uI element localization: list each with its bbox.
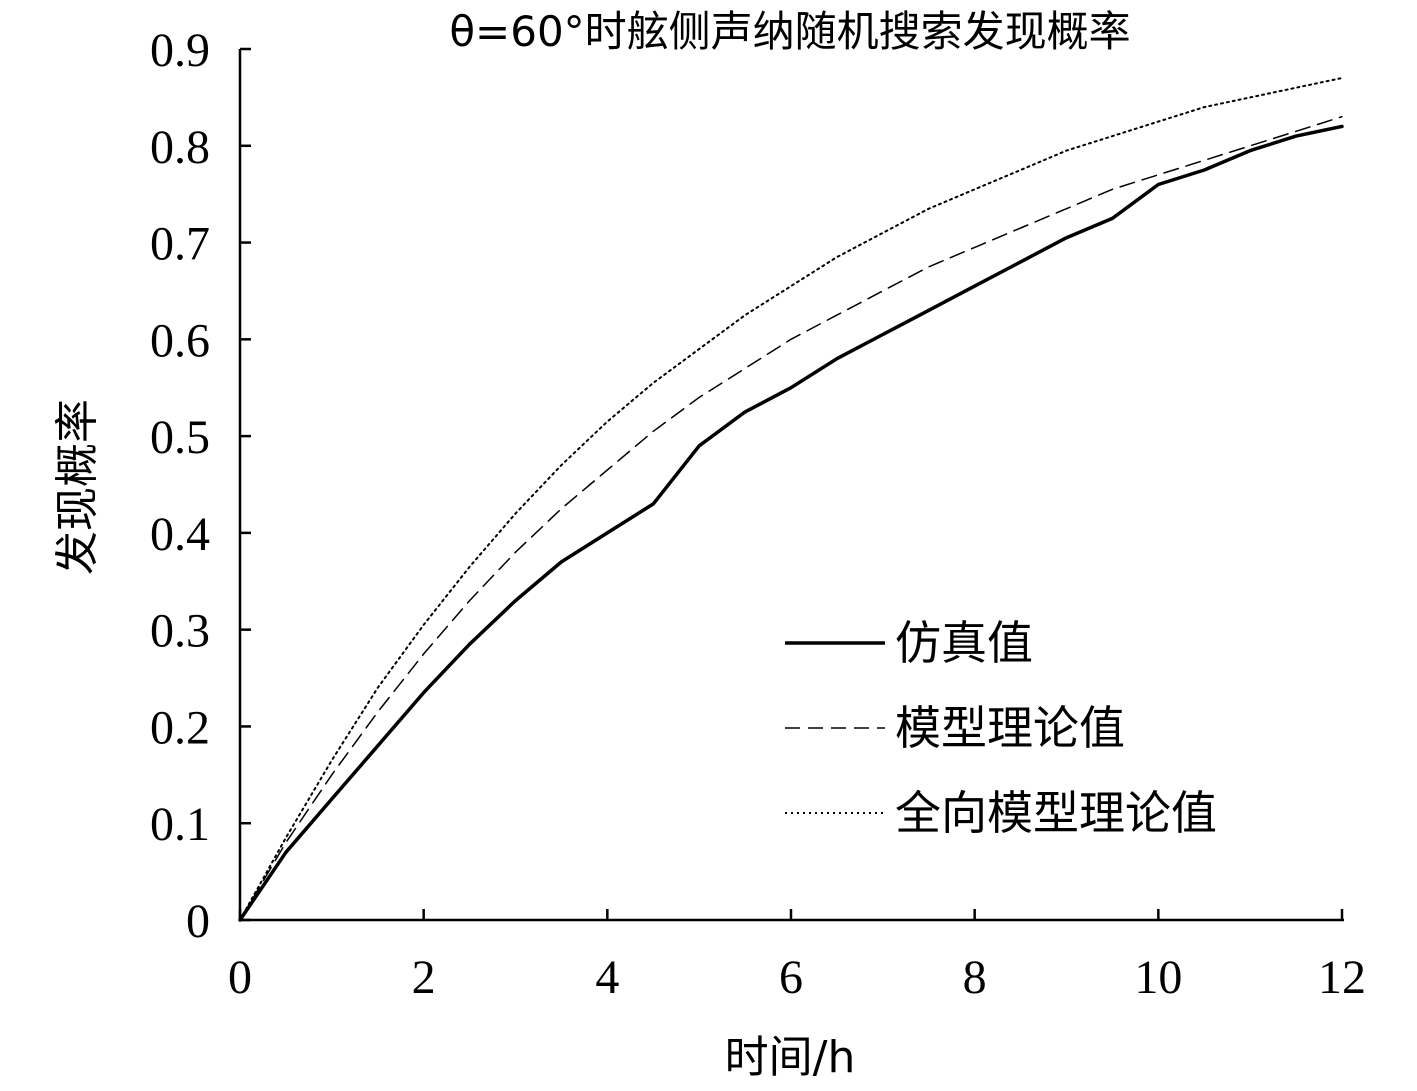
x-tick-label: 8: [963, 951, 987, 1004]
legend-label-1: 仿真值: [895, 616, 1033, 670]
series-line-3: [239, 77, 1343, 921]
x-axis-title: 时间/h: [725, 1032, 856, 1083]
y-tick-label: 0.3: [150, 605, 210, 658]
x-axis-ticks: 0 2 4 6 8 10 12: [228, 909, 1366, 1004]
series-line-2: [239, 115, 1343, 921]
y-tick-label: 0.8: [150, 121, 210, 174]
y-tick-label: 0.5: [150, 411, 210, 464]
y-tick-label: 0.7: [150, 218, 210, 271]
x-tick-label: 4: [595, 951, 619, 1004]
y-tick-label: 0.2: [150, 701, 210, 754]
x-tick-label: 2: [412, 951, 436, 1004]
x-tick-label: 10: [1134, 951, 1182, 1004]
legend-label-3: 全向模型理论值: [895, 786, 1217, 840]
series-lines: [238, 77, 1344, 922]
y-axis-ticks: 0 0.1 0.2 0.3 0.4 0.5 0.6 0.7 0.8 0.9: [150, 24, 251, 948]
y-axis-title: 发现概率: [52, 399, 103, 575]
y-tick-label: 0.6: [150, 314, 210, 367]
y-tick-label: 0.1: [150, 798, 210, 851]
series-line-1: [238, 124, 1344, 922]
x-tick-label: 12: [1318, 951, 1366, 1004]
x-tick-label: 0: [228, 951, 252, 1004]
y-tick-label: 0.9: [150, 24, 210, 77]
chart-title: θ=60°时舷侧声纳随机搜索发现概率: [449, 7, 1130, 56]
y-tick-label: 0: [186, 895, 210, 948]
y-tick-label: 0.4: [150, 508, 210, 561]
legend-label-2: 模型理论值: [895, 701, 1125, 755]
x-tick-label: 6: [779, 951, 803, 1004]
